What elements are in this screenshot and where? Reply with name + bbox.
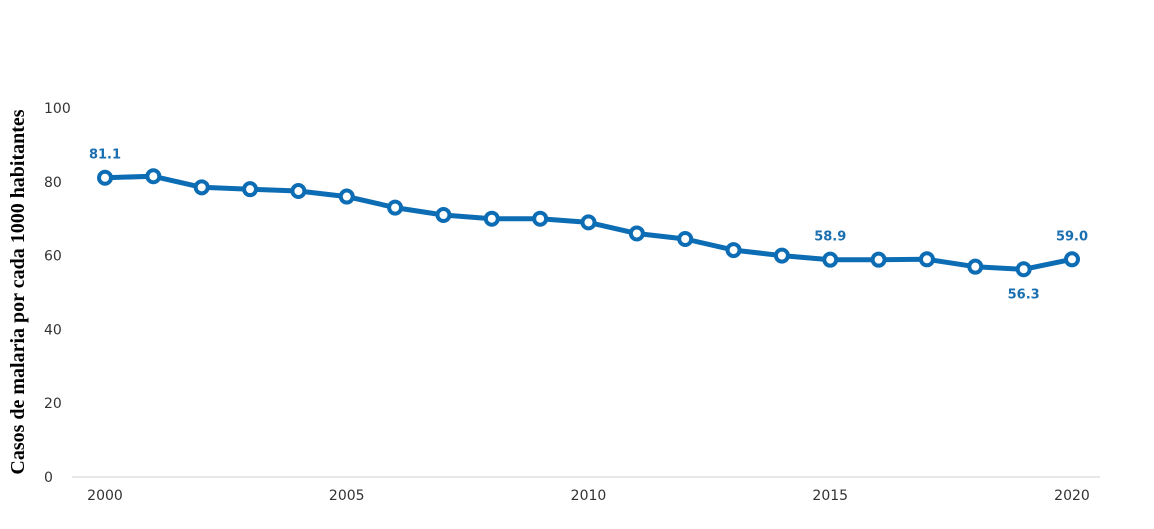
x-tick-label: 2015 [812, 488, 848, 504]
y-tick-label: 0 [44, 470, 53, 486]
data-point [483, 210, 500, 227]
data-point [628, 225, 645, 242]
data-label: 81.1 [89, 148, 121, 163]
x-axis-ticks: 2000 2005 2010 2015 2020 [87, 488, 1090, 504]
data-point [822, 251, 839, 268]
data-point [773, 247, 790, 264]
y-axis-label: Casos de malaria por cada 1000 habitante… [7, 109, 29, 474]
data-point [967, 258, 984, 275]
y-tick-label: 80 [44, 175, 62, 191]
y-tick-label: 60 [44, 249, 62, 265]
data-point [193, 179, 210, 196]
y-axis-ticks: 0 20 40 60 80 100 [44, 101, 71, 486]
x-tick-label: 2005 [329, 488, 365, 504]
x-tick-label: 2020 [1054, 488, 1090, 504]
data-points [97, 168, 1080, 278]
data-labels: 81.1 58.9 56.3 59.0 [89, 148, 1088, 303]
data-point [338, 188, 355, 205]
data-point [1064, 251, 1080, 268]
data-point [870, 251, 887, 268]
data-point [532, 210, 549, 227]
data-point [580, 214, 597, 231]
x-tick-label: 2010 [571, 488, 607, 504]
data-point [145, 168, 162, 185]
data-point [918, 251, 935, 268]
data-point [387, 199, 404, 216]
x-tick-label: 2000 [87, 488, 123, 504]
data-point [1015, 261, 1032, 278]
data-point [242, 181, 259, 198]
data-point [290, 183, 307, 200]
y-tick-label: 100 [44, 101, 71, 117]
data-label: 59.0 [1056, 229, 1088, 244]
data-point [97, 169, 113, 186]
data-point [725, 242, 742, 259]
y-tick-label: 40 [44, 322, 62, 338]
data-point [677, 230, 694, 247]
data-label: 56.3 [1008, 287, 1040, 302]
data-point [435, 207, 452, 224]
data-label: 58.9 [814, 230, 846, 245]
y-tick-label: 20 [44, 396, 62, 412]
